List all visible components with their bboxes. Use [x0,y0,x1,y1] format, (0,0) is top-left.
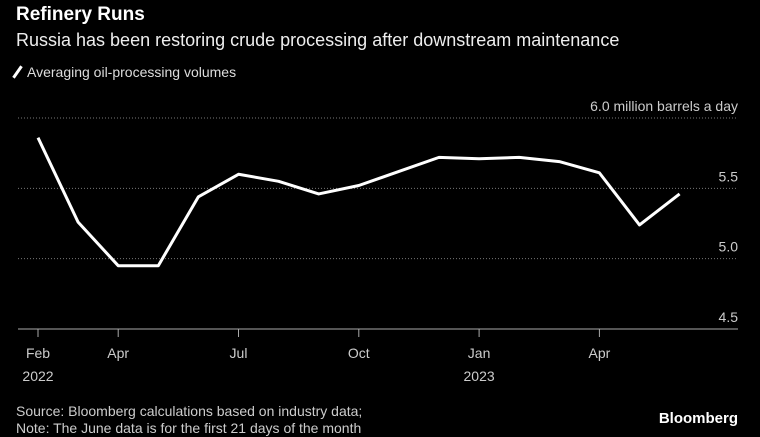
x-tick-label: Oct [348,345,370,361]
chart-title: Refinery Runs [16,4,145,25]
y-tick-label: 4.5 [719,309,739,325]
x-tick-label: Apr [589,345,611,361]
bloomberg-logo: Bloomberg [658,410,738,427]
source-text: Source: Bloomberg calculations based on … [16,403,363,419]
legend: Averaging oil-processing volumes [12,64,237,80]
x-tick-label: Apr [107,345,129,361]
x-tick-label: Jul [230,345,248,361]
y-tick-label: 5.0 [719,239,739,255]
source-note: Source: Bloomberg calculations based on … [16,403,362,437]
x-tick-year-label: 2022 [22,368,53,384]
x-tick-label: Feb [26,345,50,361]
series-line [36,137,681,268]
x-tick-label: Jan [468,345,491,361]
legend-label: Averaging oil-processing volumes [27,64,237,80]
y-tick-label: 5.5 [719,168,739,184]
note-text: Note: The June data is for the first 21 … [16,420,362,436]
y-tick-label: 6.0 million barrels a day [590,98,738,114]
chart-subtitle: Russia has been restoring crude processi… [16,30,620,50]
x-tick-year-label: 2023 [464,368,495,384]
